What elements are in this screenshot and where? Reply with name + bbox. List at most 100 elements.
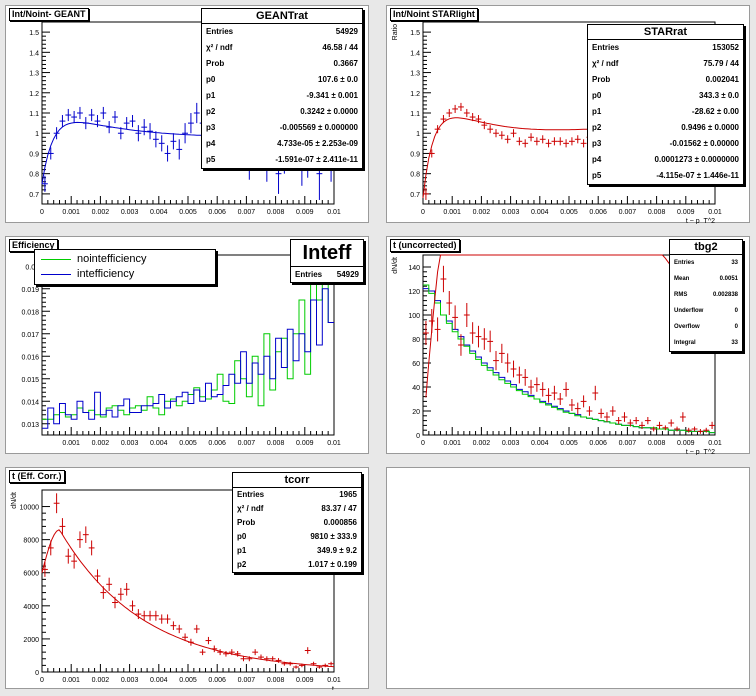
- y-tick-label: 2000: [23, 637, 39, 644]
- data-point: [580, 395, 587, 408]
- stats-key: Entries: [295, 270, 323, 279]
- stats-value: 0.000856: [323, 518, 357, 527]
- stats-box-starlight[interactable]: STARrat Entries 153052 χ² / ndf 75.79 / 44 Pr…: [587, 24, 744, 185]
- data-point: [475, 325, 482, 348]
- data-point: [569, 399, 575, 411]
- stats-row: p4 4.733e-05 ± 2.253e-09: [202, 136, 362, 152]
- x-tick-label: 0.009: [296, 440, 314, 447]
- stats-box-geant[interactable]: GEANTrat Entries 54929 χ² / ndf 46.58 / 44 Pr…: [201, 8, 363, 169]
- stats-box-tcorr[interactable]: tcorr Entries 1965 χ² / ndf 83.37 / 47 Prob 0.…: [232, 472, 362, 573]
- data-point: [504, 135, 511, 144]
- data-point: [77, 106, 83, 120]
- stats-value: 0.9496 ± 0.0000: [681, 123, 739, 132]
- stats-value: 349.9 ± 9.2: [317, 546, 357, 555]
- x-axis-label: t ~ p_T^2: [686, 449, 715, 455]
- series-green: [423, 284, 715, 434]
- y-tick-label: 0.017: [21, 332, 39, 339]
- data-point: [182, 633, 188, 642]
- pad-efficiency: 0.013 0.014 0.015 0.016 0.017 0.018 0.019 0.02 0…: [5, 236, 369, 454]
- plot-area: 0 2000 4000 6000 8000 10000 0 0.001 0.002 0.003 0.…: [11, 489, 341, 690]
- data-point: [528, 133, 534, 142]
- stats-key: p3: [206, 123, 216, 132]
- x-tick-label: 0.01: [327, 209, 341, 216]
- stats-title: GEANTrat: [202, 9, 362, 24]
- data-point: [158, 614, 165, 624]
- stats-title: tcorr: [233, 473, 361, 488]
- stats-value: 0.0051: [719, 276, 738, 282]
- data-point: [188, 113, 194, 134]
- stats-value: 4.733e-05 ± 2.253e-09: [277, 139, 358, 148]
- stats-row: Prob 0.002041: [588, 72, 743, 88]
- y-axis-label: dN/dt: [11, 492, 18, 509]
- data-point: [135, 609, 142, 620]
- pad-title: Efficiency: [9, 239, 58, 252]
- x-tick-label: 0.004: [150, 677, 168, 684]
- x-tick-label: 0.002: [92, 209, 110, 216]
- y-tick-label: 0.8: [29, 172, 39, 179]
- x-tick-label: 0.008: [267, 209, 285, 216]
- data-point: [88, 108, 95, 122]
- x-tick-label: 0.003: [502, 209, 520, 216]
- data-point: [516, 137, 523, 146]
- data-point: [147, 123, 153, 140]
- stats-value: 33: [731, 260, 738, 266]
- stats-value: 46.58 / 44: [322, 43, 358, 52]
- stats-row: Entries 33: [670, 255, 742, 271]
- stats-key: RMS: [674, 292, 688, 298]
- data-point: [199, 649, 206, 656]
- stats-value: 54929: [336, 270, 359, 279]
- data-point: [668, 419, 675, 427]
- legend-label: nointefficiency: [77, 253, 147, 265]
- data-point: [117, 127, 124, 140]
- data-point: [164, 145, 171, 162]
- stats-row: p2 0.9496 ± 0.0000: [588, 120, 743, 136]
- stats-key: p0: [592, 91, 602, 100]
- data-point: [498, 131, 505, 140]
- stats-row: p2 1.017 ± 0.199: [233, 558, 361, 572]
- stats-row: Entries 54929: [291, 267, 363, 282]
- data-point: [123, 117, 130, 130]
- data-point: [539, 382, 546, 397]
- data-point: [158, 135, 165, 152]
- data-point: [545, 139, 552, 148]
- stats-value: 9810 ± 333.9: [310, 532, 357, 541]
- data-point: [604, 412, 610, 422]
- y-tick-label: 1.4: [410, 50, 420, 57]
- x-tick-label: 0.001: [443, 209, 461, 216]
- data-point: [679, 412, 686, 422]
- chart-uncorrected: 0 20 40 60 80 100 120 140 0 0.001 0.002 0.003 0.004 0…: [392, 254, 722, 455]
- stats-value: -4.115e-07 ± 1.446e-11: [656, 171, 739, 180]
- stats-value: 75.79 / 44: [703, 59, 739, 68]
- x-tick-label: 0.01: [708, 440, 722, 447]
- x-tick-label: 0.007: [238, 440, 256, 447]
- data-point: [82, 526, 89, 543]
- data-point: [633, 417, 640, 425]
- data-point: [674, 426, 680, 432]
- stats-value: 0.002838: [712, 292, 738, 298]
- data-point: [170, 133, 177, 150]
- y-tick-label: 0.8: [410, 172, 420, 179]
- stats-value: 0.3242 ± 0.0000: [300, 107, 358, 116]
- data-point: [182, 123, 188, 144]
- data-point: [446, 291, 453, 315]
- data-point: [557, 393, 564, 405]
- data-point: [533, 137, 540, 146]
- x-tick-label: 0.004: [150, 440, 168, 447]
- y-tick-label: 0: [35, 670, 39, 677]
- stats-box-tbg2[interactable]: tbg2 Entries 33 Mean 0.0051 RMS 0.002838 Underf…: [669, 239, 743, 352]
- stats-key: χ² / ndf: [592, 59, 619, 68]
- x-tick-label: 0.001: [62, 440, 80, 447]
- data-point: [176, 139, 183, 160]
- stats-value: 107.6 ± 0.0: [318, 75, 358, 84]
- data-point: [662, 425, 669, 431]
- data-point: [481, 328, 488, 350]
- legend[interactable]: nointefficiency intefficiency: [34, 249, 216, 285]
- stats-key: Entries: [206, 27, 234, 36]
- stats-value: -0.005569 ± 0.000000: [279, 123, 358, 132]
- data-point: [53, 493, 60, 514]
- x-tick-label: 0.01: [327, 440, 341, 447]
- stats-box-inteff[interactable]: Inteff Entries 54929: [290, 239, 364, 283]
- y-tick-label: 10000: [20, 505, 40, 512]
- x-tick-label: 0.005: [560, 440, 578, 447]
- data-point: [621, 412, 628, 422]
